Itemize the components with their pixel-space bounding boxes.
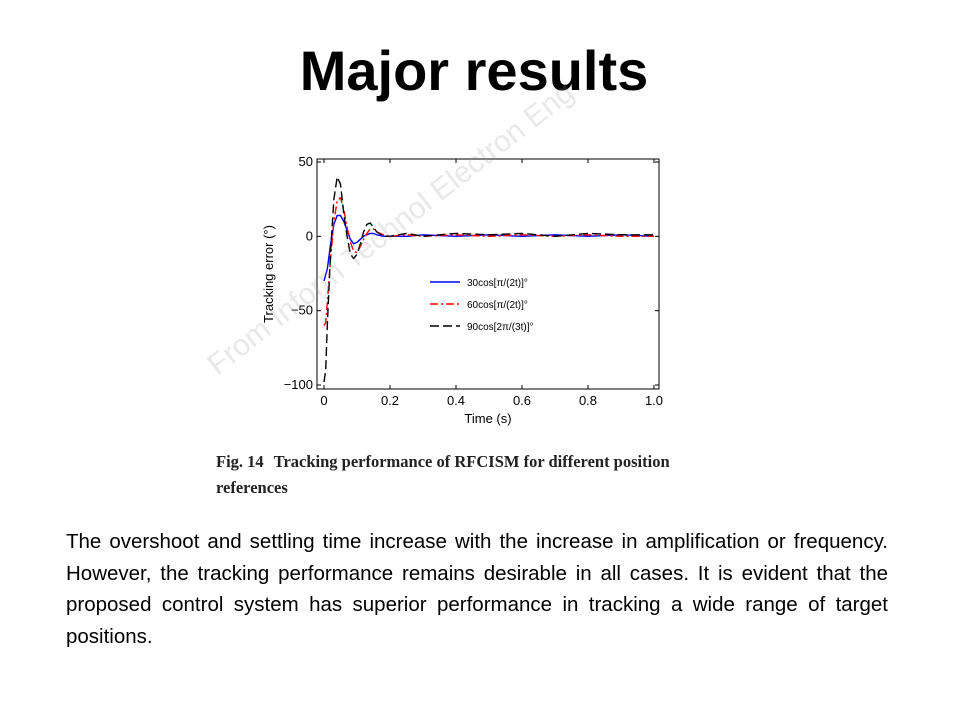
axis-ticks: 0 0.2 0.4 0.6 0.8 1.0 50 0 −50 −100 [284, 154, 663, 408]
plot-area-frame [316, 158, 660, 390]
x-tick-label: 0.6 [513, 393, 531, 408]
figure-caption-text: Tracking performance of RFCISM for diffe… [216, 452, 670, 497]
legend-label-series-3: 90cos[2π/(3t)]° [467, 322, 533, 333]
y-tick-label: −50 [291, 303, 313, 318]
y-axis-label: Tracking error (°) [261, 225, 276, 323]
series-line-3 [323, 176, 654, 383]
x-tick-label: 0.4 [447, 393, 465, 408]
legend-label-series-1: 30cos[π/(2t)]° [467, 278, 528, 289]
data-series [323, 176, 655, 383]
legend: 30cos[π/(2t)]° 60cos[π/(2t)]° 90cos[2π/(… [430, 278, 533, 333]
figure-caption: Fig. 14 Tracking performance of RFCISM fo… [216, 449, 736, 501]
body-paragraph: The overshoot and settling time increase… [66, 530, 888, 648]
x-tick-label: 0.2 [381, 393, 399, 408]
y-tick-label: 50 [299, 154, 313, 169]
slide-title: Major results [299, 39, 649, 102]
tracking-error-chart: 0 0.2 0.4 0.6 0.8 1.0 50 0 −50 −100 30cos[π/(2t)]… [261, 154, 663, 426]
x-tick-label: 1.0 [645, 393, 663, 408]
series-line-2 [323, 197, 654, 326]
legend-label-series-2: 60cos[π/(2t)]° [467, 300, 528, 311]
y-tick-label: 0 [306, 228, 313, 243]
x-tick-label: 0.8 [579, 393, 597, 408]
figure-caption-label: Fig. 14 [216, 452, 264, 471]
x-axis-label: Time (s) [464, 411, 511, 426]
y-tick-label: −100 [284, 377, 313, 392]
x-tick-label: 0 [320, 393, 327, 408]
